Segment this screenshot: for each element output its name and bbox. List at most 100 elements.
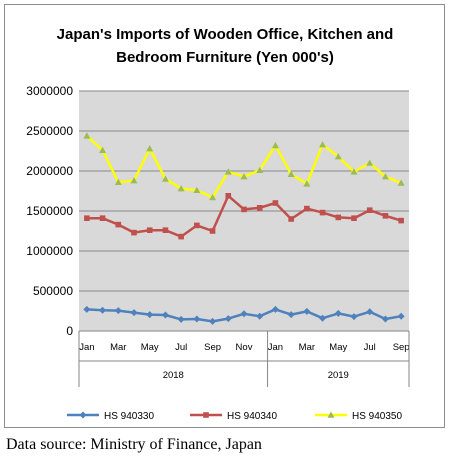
data-point	[256, 166, 264, 173]
x-tick-label: Sep	[393, 342, 410, 353]
data-point	[115, 221, 122, 228]
x-tick-label: Jan	[79, 342, 94, 353]
data-point	[177, 185, 185, 192]
data-point	[351, 215, 357, 221]
data-point	[240, 310, 248, 318]
data-point	[99, 215, 106, 221]
data-point	[225, 193, 232, 199]
data-point	[83, 132, 91, 139]
data-point	[366, 207, 373, 213]
y-tick-label: 2500000	[26, 124, 73, 138]
data-point	[224, 168, 232, 175]
data-point	[319, 141, 327, 148]
data-point	[130, 309, 138, 317]
x-tick-label: Sep	[204, 342, 221, 353]
data-point	[334, 153, 342, 160]
data-point	[177, 315, 185, 323]
x-tick-label: May	[329, 342, 347, 353]
series-2	[84, 193, 404, 240]
legend-marker	[327, 411, 335, 418]
x-tick-label: Jan	[268, 342, 283, 353]
data-point	[382, 213, 389, 219]
data-point	[366, 159, 374, 166]
data-point	[256, 312, 264, 320]
data-point	[161, 175, 169, 182]
data-point	[304, 205, 310, 212]
data-point	[209, 317, 217, 325]
data-point	[397, 312, 405, 320]
y-tick-label: 1500000	[26, 204, 73, 218]
data-point	[114, 178, 122, 185]
legend-label: HS 940330	[104, 411, 154, 422]
data-point	[271, 305, 279, 313]
data-point	[350, 168, 358, 175]
y-tick-label: 1000000	[26, 244, 73, 258]
chart-title-line-1: Japan's Imports of Wooden Office, Kitche…	[57, 26, 394, 43]
data-point	[303, 180, 311, 187]
data-point	[178, 233, 184, 240]
data-point	[256, 205, 263, 211]
data-point	[303, 307, 311, 315]
data-point	[287, 311, 295, 319]
data-point	[131, 229, 137, 236]
data-point	[350, 313, 358, 321]
data-point	[83, 305, 91, 313]
x-tick-label: May	[141, 342, 159, 353]
x-tick-label: Jul	[364, 342, 376, 353]
data-point	[397, 179, 405, 186]
y-tick-label: 500000	[33, 284, 73, 298]
data-point	[209, 228, 216, 234]
data-point	[193, 315, 201, 323]
legend-label: HS 940350	[352, 411, 402, 422]
data-point	[272, 200, 279, 206]
data-point	[146, 227, 153, 233]
data-point	[162, 227, 169, 233]
legend-label: HS 940340	[227, 411, 277, 422]
x-tick-label: Nov	[236, 342, 253, 353]
data-point	[194, 222, 200, 229]
data-point	[241, 206, 247, 213]
data-point	[146, 311, 154, 319]
legend-marker	[203, 412, 209, 418]
line-chart: 0 500000 1000000 1500000 2000000 2500000 30000…	[26, 26, 410, 422]
y-tick-label: 3000000	[26, 84, 73, 98]
data-point	[224, 315, 232, 323]
data-point	[319, 314, 327, 322]
data-point	[99, 306, 107, 314]
y-tick-label: 2000000	[26, 164, 73, 178]
data-point	[319, 209, 326, 216]
y-tick-label: 0	[66, 324, 73, 338]
data-point	[84, 215, 90, 221]
data-point	[271, 141, 279, 149]
data-point	[146, 145, 154, 152]
data-point	[366, 308, 374, 316]
x-tick-label: Mar	[110, 342, 126, 353]
legend-item-1: HS 940330	[67, 411, 154, 422]
legend-marker	[79, 411, 87, 419]
data-point	[335, 214, 342, 221]
data-point	[161, 311, 169, 319]
legend-item-3: HS 940350	[315, 411, 402, 422]
data-point	[381, 315, 389, 323]
data-point	[381, 173, 389, 180]
data-point	[287, 170, 295, 177]
chart-title-line-2: Bedroom Furniture (Yen 000's)	[116, 49, 334, 66]
year-label-2018: 2018	[163, 370, 184, 381]
data-point	[114, 307, 122, 315]
series-3	[83, 132, 405, 201]
data-point	[130, 177, 138, 184]
data-point	[240, 173, 248, 180]
data-point	[193, 186, 201, 193]
legend-item-2: HS 940340	[190, 411, 277, 422]
data-point	[398, 217, 404, 224]
year-label-2019: 2019	[328, 370, 349, 381]
data-point	[99, 146, 107, 153]
series-1	[83, 305, 405, 325]
data-point	[334, 309, 342, 317]
data-point	[209, 193, 217, 201]
x-tick-label: Mar	[299, 342, 315, 353]
x-tick-label: Jul	[175, 342, 187, 353]
data-point	[288, 216, 294, 222]
chart-frame: 0 500000 1000000 1500000 2000000 2500000 30000…	[4, 4, 445, 428]
data-source-note: Data source: Ministry of Finance, Japan	[6, 436, 262, 453]
